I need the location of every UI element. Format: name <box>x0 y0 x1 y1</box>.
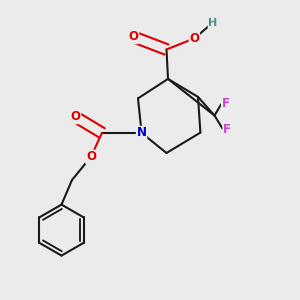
Text: H: H <box>208 17 217 28</box>
Text: O: O <box>189 32 200 45</box>
Text: N: N <box>136 126 147 140</box>
Text: O: O <box>128 30 139 44</box>
Text: F: F <box>223 123 231 136</box>
Text: O: O <box>70 110 81 124</box>
Text: F: F <box>222 97 230 110</box>
Text: O: O <box>86 150 96 164</box>
